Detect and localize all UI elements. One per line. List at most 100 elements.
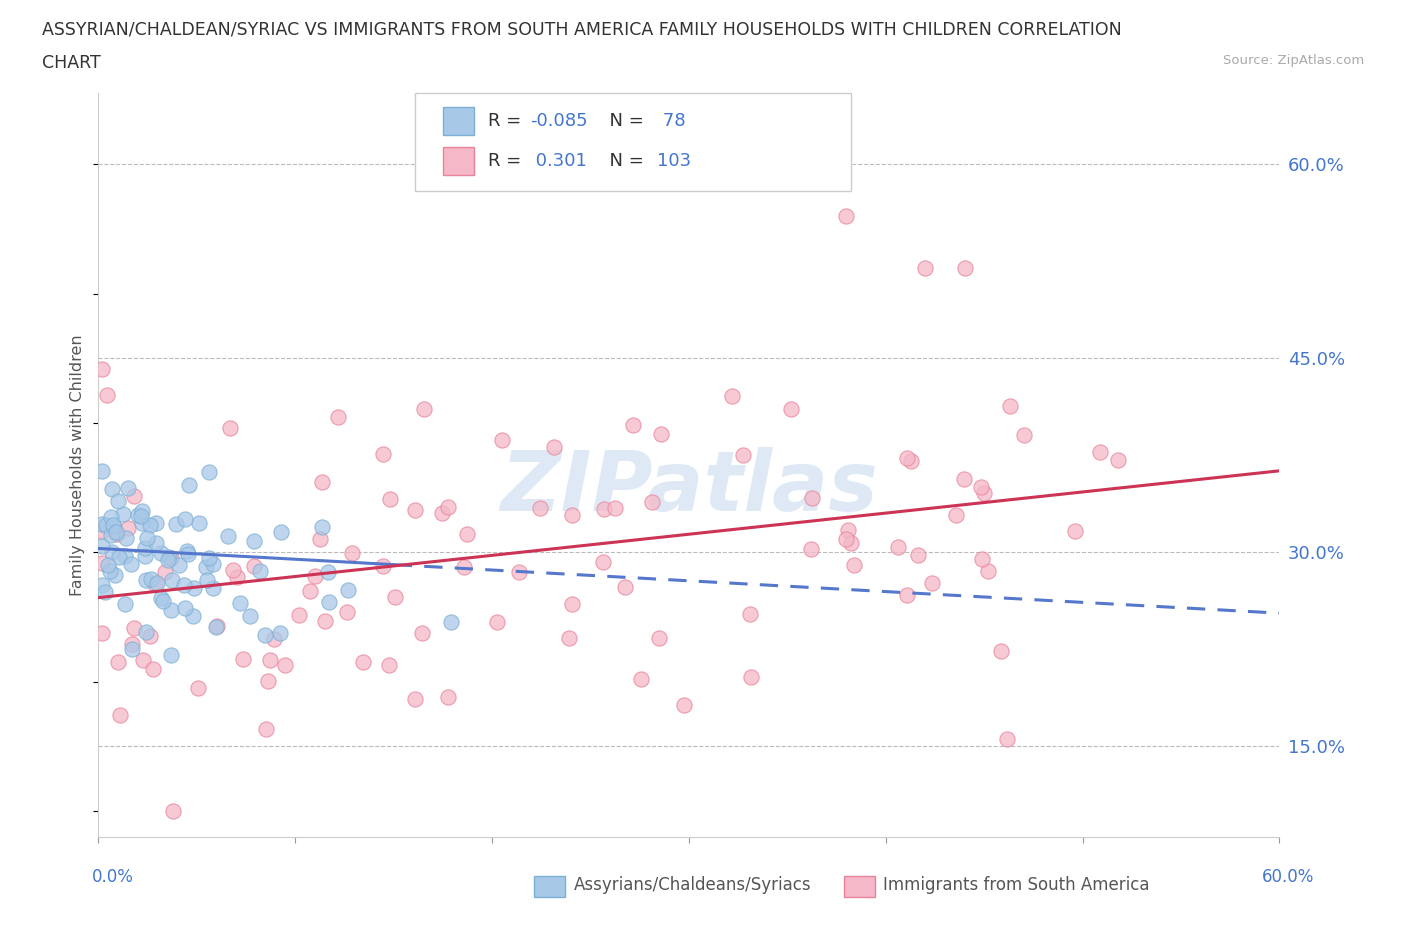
Point bbox=[1012, 427, 1035, 442]
Point bbox=[195, 560, 218, 575]
Point bbox=[157, 550, 180, 565]
Point bbox=[288, 607, 311, 622]
Point bbox=[384, 590, 406, 604]
Point bbox=[117, 521, 139, 536]
Point bbox=[561, 508, 583, 523]
Point bbox=[132, 653, 155, 668]
Point bbox=[91, 516, 114, 531]
Point bbox=[127, 507, 149, 522]
Point bbox=[238, 608, 260, 623]
Point bbox=[100, 528, 122, 543]
Point bbox=[835, 531, 858, 546]
Point bbox=[131, 515, 153, 530]
Point bbox=[558, 631, 581, 645]
Point bbox=[134, 540, 156, 555]
Text: R =: R = bbox=[488, 152, 527, 170]
Point bbox=[108, 708, 131, 723]
Point bbox=[257, 673, 280, 688]
Text: N =: N = bbox=[598, 152, 650, 170]
Point bbox=[318, 594, 340, 609]
Point bbox=[430, 506, 453, 521]
Point bbox=[638, 163, 661, 178]
Point bbox=[121, 642, 143, 657]
Point bbox=[181, 608, 204, 623]
Point bbox=[135, 573, 157, 588]
Point bbox=[921, 576, 943, 591]
Text: 0.301: 0.301 bbox=[530, 152, 586, 170]
Point bbox=[254, 722, 277, 737]
Point bbox=[162, 804, 184, 818]
Point bbox=[378, 491, 401, 506]
Point bbox=[187, 680, 209, 695]
Point bbox=[103, 520, 125, 535]
Point bbox=[486, 615, 509, 630]
Point bbox=[274, 658, 297, 672]
Point bbox=[101, 545, 124, 560]
Point bbox=[167, 558, 190, 573]
Point bbox=[134, 549, 156, 564]
Point bbox=[108, 549, 131, 564]
Point bbox=[456, 527, 478, 542]
Point bbox=[101, 518, 124, 533]
Point bbox=[152, 593, 174, 608]
Point bbox=[249, 564, 271, 578]
Point bbox=[800, 491, 823, 506]
Point bbox=[953, 472, 976, 486]
Point bbox=[146, 576, 169, 591]
Point bbox=[222, 563, 245, 578]
Point bbox=[254, 628, 277, 643]
Point bbox=[183, 580, 205, 595]
Point bbox=[990, 644, 1012, 658]
Point bbox=[373, 446, 395, 461]
Point bbox=[156, 552, 179, 567]
Point bbox=[160, 573, 183, 588]
Point bbox=[543, 439, 565, 454]
Text: ZIPatlas: ZIPatlas bbox=[501, 446, 877, 528]
Point bbox=[1064, 523, 1087, 538]
Point bbox=[311, 519, 333, 534]
Point bbox=[229, 595, 252, 610]
Point bbox=[195, 573, 218, 588]
Point bbox=[945, 508, 967, 523]
Point bbox=[143, 577, 166, 591]
Point bbox=[173, 512, 195, 526]
Text: R =: R = bbox=[488, 112, 527, 130]
Point bbox=[101, 482, 124, 497]
Point bbox=[336, 583, 359, 598]
Point bbox=[91, 578, 114, 592]
Point bbox=[201, 580, 224, 595]
Point bbox=[129, 509, 152, 524]
Point bbox=[165, 517, 187, 532]
Point bbox=[135, 531, 157, 546]
Point bbox=[886, 539, 908, 554]
Point bbox=[740, 670, 762, 684]
Text: -0.085: -0.085 bbox=[530, 112, 588, 130]
Point bbox=[159, 551, 181, 565]
Point bbox=[641, 495, 664, 510]
Text: N =: N = bbox=[598, 112, 650, 130]
Point bbox=[139, 629, 162, 644]
Point bbox=[404, 691, 426, 706]
Text: 78: 78 bbox=[657, 112, 685, 130]
Point bbox=[201, 556, 224, 571]
Point bbox=[835, 208, 858, 223]
Point bbox=[131, 504, 153, 519]
Point bbox=[621, 418, 644, 432]
Point bbox=[149, 546, 172, 561]
Point bbox=[970, 480, 993, 495]
Point bbox=[613, 580, 636, 595]
Point bbox=[529, 500, 551, 515]
Point bbox=[121, 637, 143, 652]
Point bbox=[561, 596, 583, 611]
Point bbox=[107, 493, 129, 508]
Point bbox=[205, 620, 228, 635]
Point bbox=[896, 450, 918, 465]
Point bbox=[304, 568, 326, 583]
Point bbox=[176, 544, 198, 559]
Point bbox=[721, 389, 744, 404]
Point bbox=[174, 601, 197, 616]
Point bbox=[970, 551, 993, 566]
Point bbox=[953, 260, 976, 275]
Point bbox=[177, 547, 200, 562]
Point bbox=[117, 481, 139, 496]
